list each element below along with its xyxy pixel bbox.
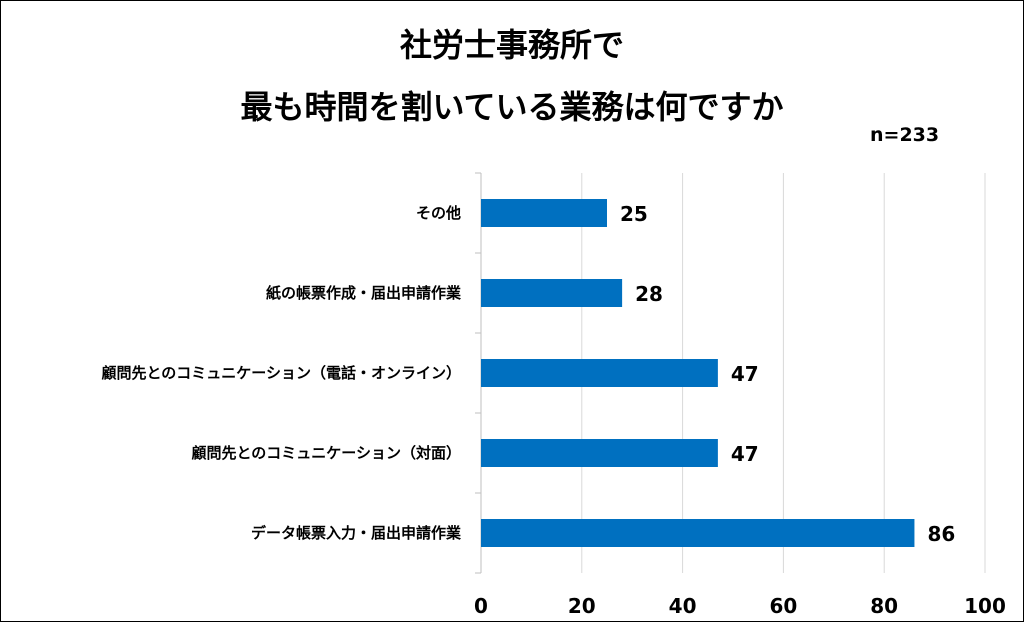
bar-4 (481, 519, 915, 547)
bar-0 (481, 199, 607, 227)
category-label-4: データ帳票入力・届出申請作業 (251, 524, 462, 542)
x-tick-label-40: 40 (669, 594, 697, 618)
value-label-0: 25 (620, 202, 648, 226)
sample-size-note: n=233 (870, 124, 940, 146)
category-label-3: 顧問先とのコミュニケーション（対面） (191, 444, 461, 462)
x-tick-label-80: 80 (870, 594, 898, 618)
category-label-1: 紙の帳票作成・届出申請作業 (266, 284, 462, 302)
value-label-1: 28 (635, 282, 663, 306)
x-tick-label-100: 100 (964, 594, 1006, 618)
category-label-0: その他 (416, 204, 461, 222)
bar-3 (481, 439, 718, 467)
chart-title-line-1: 社労士事務所で (399, 26, 624, 64)
bar-2 (481, 359, 718, 387)
value-label-3: 47 (731, 442, 759, 466)
value-label-2: 47 (731, 362, 759, 386)
x-tick-label-0: 0 (474, 594, 488, 618)
category-label-2: 顧問先とのコミュニケーション（電話・オンライン） (101, 364, 461, 382)
x-tick-label-60: 60 (769, 594, 797, 618)
chart-title-line-2: 最も時間を割いている業務は何ですか (240, 88, 784, 126)
value-label-4: 86 (927, 522, 955, 546)
bar-1 (481, 279, 623, 307)
x-tick-label-20: 20 (568, 594, 596, 618)
